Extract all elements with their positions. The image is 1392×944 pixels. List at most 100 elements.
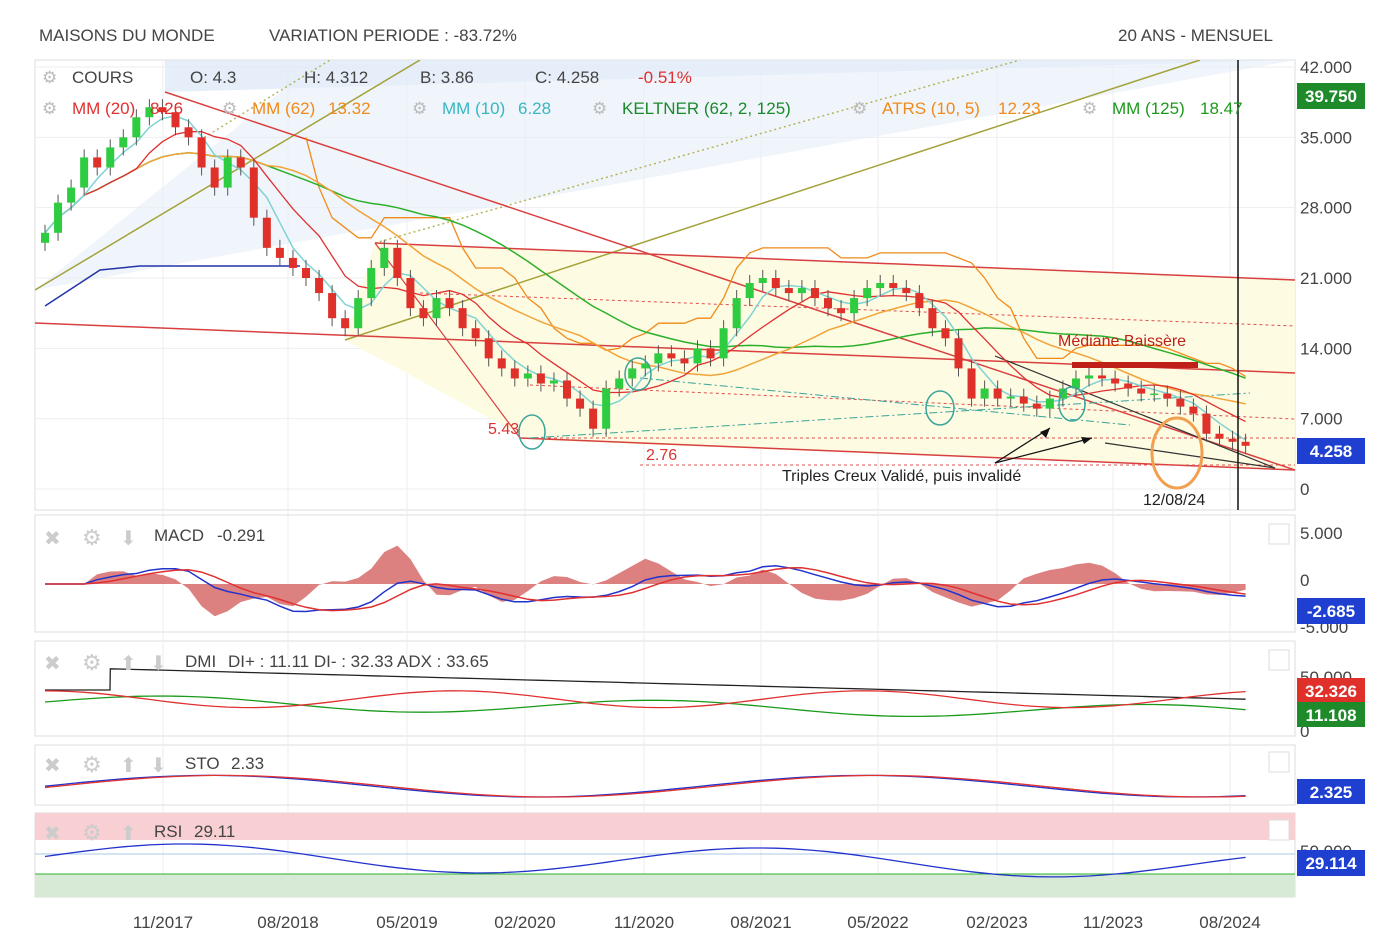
rsi-line	[44, 843, 1246, 878]
candle	[249, 167, 258, 218]
mm10-label: MM (10)	[442, 99, 505, 118]
candle	[771, 278, 780, 289]
candle	[458, 308, 467, 329]
dash-1	[419, 292, 1295, 327]
dmi-tick-zero: 0	[1300, 722, 1309, 741]
x-tick: 11/2023	[1083, 913, 1143, 932]
low-label-1: 5.43	[488, 421, 519, 438]
macd-toolbar[interactable]: ✖ ⚙ ⬇	[44, 525, 137, 550]
keltner-line	[44, 265, 300, 307]
macd-checkbox[interactable]	[1268, 523, 1290, 545]
macd-signal-line	[45, 567, 1246, 612]
arrow-1	[994, 427, 1051, 464]
dmi-checkbox[interactable]	[1268, 649, 1290, 671]
candle	[1150, 393, 1159, 396]
pattern-label: Triples Creux Validé, puis invalidé	[782, 468, 1021, 485]
price-tick: 28.000	[1300, 199, 1352, 218]
sto-badge	[1297, 779, 1365, 804]
atrs-value: 12.23	[998, 99, 1041, 118]
candle	[719, 328, 728, 359]
cours-label: COURS	[72, 68, 133, 87]
candle	[993, 388, 1002, 399]
price-tick: 35.000	[1300, 128, 1352, 147]
x-tick: 05/2019	[376, 913, 437, 932]
gear-icon[interactable]: ⚙	[42, 68, 57, 87]
di-minus-line	[44, 690, 1246, 709]
candle	[1137, 388, 1146, 394]
candle	[784, 288, 793, 294]
macd-tick-zero: 0	[1300, 571, 1309, 590]
atrs-line	[305, 137, 1246, 378]
x-tick: 11/2017	[133, 913, 193, 932]
candle	[1085, 375, 1093, 379]
candle	[980, 388, 989, 399]
candle	[536, 373, 545, 384]
keltner-label: KELTNER (62, 2, 125)	[622, 99, 791, 118]
gear-icon[interactable]: ⚙	[222, 99, 237, 118]
adx-line	[45, 668, 1246, 700]
low-label-2: 2.76	[646, 447, 677, 464]
x-tick: 02/2023	[966, 913, 1027, 932]
arrow-up-icon: ⬆	[120, 823, 137, 845]
price-tick: 42.000	[1300, 58, 1352, 77]
candle	[915, 293, 924, 309]
macd-histogram	[45, 545, 1246, 617]
candle	[1006, 396, 1015, 399]
arrow-2-head	[1081, 437, 1092, 444]
candle	[497, 358, 506, 369]
arrow-down-icon: ⬇	[150, 755, 167, 777]
rsi-badge-text: 29.114	[1305, 854, 1357, 873]
candle	[354, 298, 363, 329]
gear-icon[interactable]: ⚙	[42, 99, 57, 118]
mm10-value: 6.28	[518, 99, 551, 118]
price-tick: 7.000	[1300, 410, 1343, 429]
sto-toolbar[interactable]: ✖ ⚙ ⬆ ⬇	[44, 752, 167, 777]
x-tick: 11/2020	[614, 913, 674, 932]
candle	[484, 338, 493, 359]
candle	[1176, 398, 1185, 407]
sto-checkbox[interactable]	[1268, 751, 1290, 773]
upper-channel-fill	[35, 60, 1295, 290]
low-circle-3	[925, 390, 955, 426]
channel-top	[374, 242, 1295, 281]
rsi-checkbox[interactable]	[1268, 819, 1290, 841]
dmi-minus-badge	[1297, 678, 1365, 703]
macd-value: -0.291	[217, 526, 265, 545]
macd-line	[45, 565, 1246, 613]
macd-badge	[1297, 598, 1365, 624]
candle	[563, 380, 571, 399]
candle	[419, 308, 428, 319]
candle	[106, 147, 115, 168]
candle	[119, 137, 128, 148]
wedge-bottom	[1104, 442, 1276, 469]
gear-icon[interactable]: ⚙	[592, 99, 607, 118]
candle	[549, 380, 558, 384]
x-tick: 08/2021	[730, 913, 791, 932]
dmi-toolbar[interactable]: ✖ ⚙ ⬆ ⬇	[44, 650, 167, 675]
gear-icon[interactable]: ⚙	[852, 99, 867, 118]
instrument-title: MAISONS DU MONDE	[39, 26, 215, 45]
mm125-label: MM (125)	[1112, 99, 1185, 118]
macd-label: MACD	[154, 526, 204, 545]
change-value: -0.51%	[638, 68, 692, 87]
sto-content	[44, 774, 1246, 798]
rsi-toolbar[interactable]: ✖ ⚙ ⬆	[44, 820, 137, 845]
rsi-oversold-zone	[35, 874, 1295, 897]
gear-icon: ⚙	[82, 525, 102, 550]
trend-dotted-2	[199, 60, 331, 141]
candle	[667, 353, 676, 359]
gear-icon[interactable]: ⚙	[412, 99, 427, 118]
trend-dotted-1	[374, 60, 1021, 244]
candle	[315, 278, 324, 294]
candle	[810, 288, 819, 299]
gear-icon[interactable]: ⚙	[1082, 99, 1097, 118]
dash-2	[529, 384, 1295, 420]
candle	[302, 267, 310, 278]
candle	[967, 368, 976, 399]
candle	[406, 278, 415, 309]
arrow-2	[994, 437, 1093, 464]
macd-tick-top: 5.000	[1300, 524, 1343, 543]
mm20-line	[44, 131, 1246, 423]
low-circle-1	[518, 414, 546, 450]
